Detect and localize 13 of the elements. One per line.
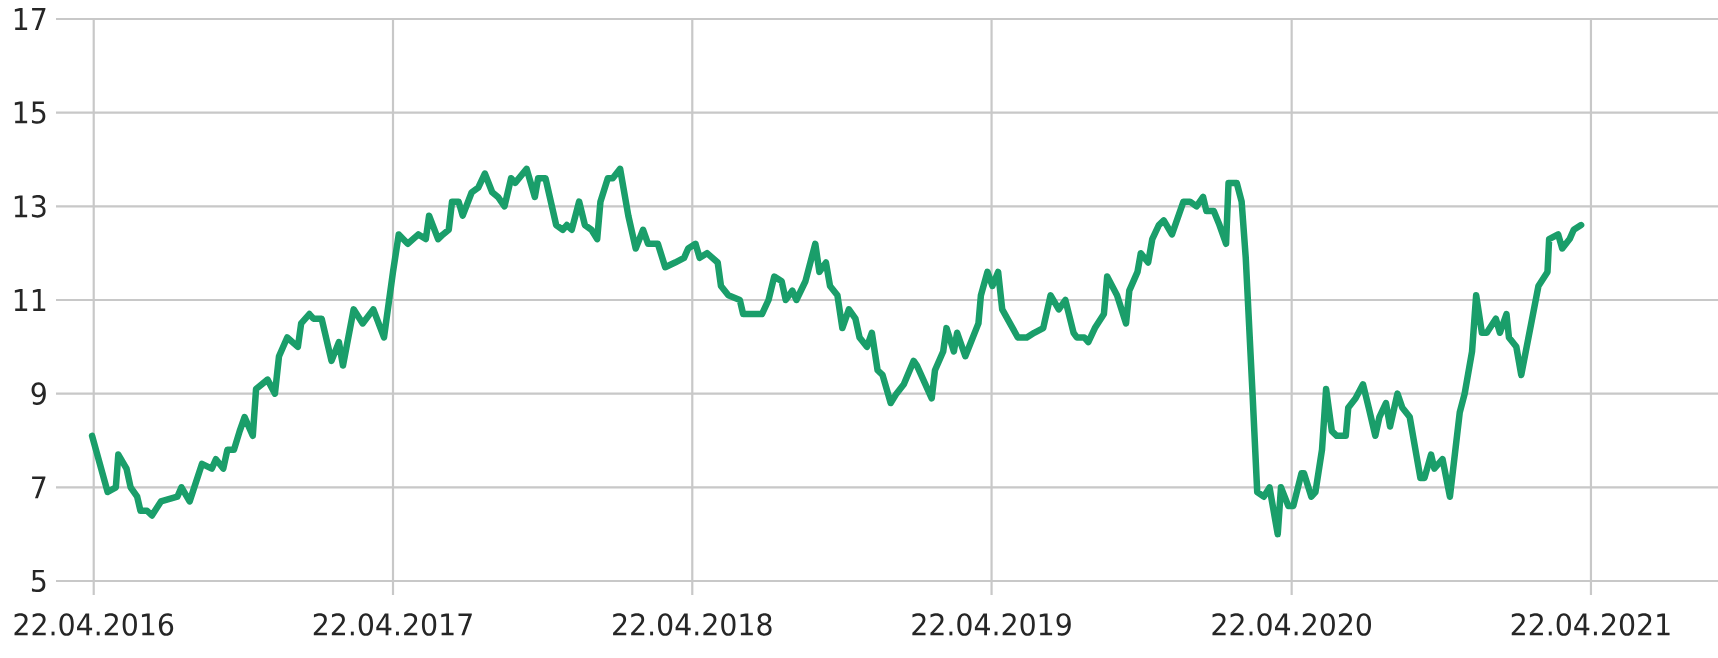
x-tick-label: 22.04.2016 <box>14 613 174 636</box>
x-tick-label: 22.04.2017 <box>313 613 472 636</box>
x-tick-label: 22.04.2018 <box>613 613 772 636</box>
x-tick-label: 22.04.2021 <box>1511 613 1670 636</box>
y-tick-label: 17 <box>14 8 46 30</box>
y-tick-label: 15 <box>14 101 46 124</box>
x-tick-label: 22.04.2019 <box>912 613 1071 636</box>
y-tick-label: 13 <box>14 195 46 218</box>
y-tick-label: 9 <box>31 382 46 405</box>
y-tick-label: 11 <box>14 289 46 311</box>
y-tick-label: 7 <box>32 476 46 499</box>
x-tick-label: 22.04.2020 <box>1212 613 1372 636</box>
y-tick-label: 5 <box>31 569 46 593</box>
